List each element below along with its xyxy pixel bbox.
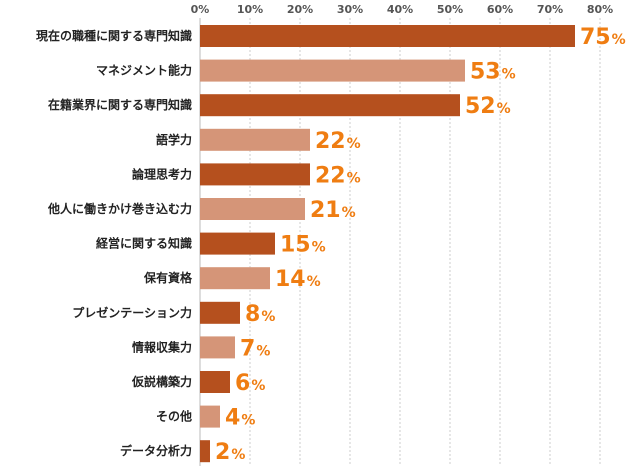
data-label-unit: % bbox=[261, 309, 275, 325]
data-label: 14% bbox=[275, 267, 321, 292]
data-label-value: 52 bbox=[465, 94, 496, 119]
bar bbox=[200, 25, 575, 47]
bar bbox=[200, 440, 210, 463]
category-label: その他 bbox=[156, 409, 192, 424]
x-axis-ticks: 0% 10% 20% 30% 40% 50% 60% 70% 80% bbox=[191, 3, 614, 16]
data-label-unit: % bbox=[256, 343, 270, 359]
bar bbox=[200, 232, 275, 255]
data-label-value: 14 bbox=[275, 267, 306, 292]
bar bbox=[200, 336, 235, 359]
x-tick-label: 50% bbox=[437, 3, 463, 16]
category-labels: 現在の職種に関する専門知識マネジメント能力在籍業界に関する専門知識語学力論理思考… bbox=[36, 28, 193, 458]
category-label: マネジメント能力 bbox=[96, 63, 192, 78]
category-label: 他人に働きかけ巻き込む力 bbox=[47, 201, 192, 216]
bar bbox=[200, 94, 460, 117]
data-label-value: 75 bbox=[580, 25, 611, 50]
bar bbox=[200, 128, 310, 151]
x-tick-label: 60% bbox=[487, 3, 513, 16]
data-label-value: 8 bbox=[245, 302, 260, 327]
data-label: 8% bbox=[245, 302, 275, 327]
data-label-unit: % bbox=[347, 136, 361, 152]
category-label: 現在の職種に関する専門知識 bbox=[36, 28, 192, 43]
data-label-value: 4 bbox=[225, 406, 240, 431]
data-label-value: 22 bbox=[315, 163, 346, 188]
x-tick-label: 10% bbox=[237, 3, 263, 16]
value-labels: 75%53%52%22%22%21%15%14%8%7%6%4%2% bbox=[215, 25, 626, 465]
category-label: プレゼンテーション力 bbox=[72, 305, 192, 320]
data-label-value: 7 bbox=[240, 336, 255, 361]
data-label-value: 22 bbox=[315, 129, 346, 154]
data-label: 53% bbox=[470, 60, 516, 85]
data-label-unit: % bbox=[612, 32, 626, 48]
data-label: 21% bbox=[310, 198, 356, 223]
x-tick-label: 30% bbox=[337, 3, 363, 16]
bar bbox=[200, 267, 270, 290]
data-label-unit: % bbox=[502, 67, 516, 83]
data-label-unit: % bbox=[231, 447, 245, 463]
data-label-value: 15 bbox=[280, 233, 311, 258]
category-label: 論理思考力 bbox=[132, 166, 192, 181]
data-label: 6% bbox=[235, 371, 265, 396]
data-label-unit: % bbox=[251, 378, 265, 394]
bar bbox=[200, 301, 240, 324]
category-label: 語学力 bbox=[156, 132, 192, 147]
data-label-unit: % bbox=[307, 274, 321, 290]
x-tick-label: 80% bbox=[587, 3, 613, 16]
bars bbox=[200, 25, 575, 463]
category-label: 保有資格 bbox=[143, 270, 193, 285]
data-label: 2% bbox=[215, 440, 245, 465]
bar bbox=[200, 405, 220, 428]
category-label: 在籍業界に関する専門知識 bbox=[48, 97, 192, 112]
data-label: 22% bbox=[315, 163, 361, 188]
data-label: 15% bbox=[280, 233, 326, 258]
data-label: 7% bbox=[240, 336, 270, 361]
data-label-value: 21 bbox=[310, 198, 341, 223]
data-label-unit: % bbox=[342, 205, 356, 221]
x-tick-label: 40% bbox=[387, 3, 413, 16]
bar bbox=[200, 198, 305, 220]
data-label-value: 53 bbox=[470, 60, 501, 85]
data-label: 75% bbox=[580, 25, 626, 50]
data-label-value: 6 bbox=[235, 371, 250, 396]
data-label: 4% bbox=[225, 406, 255, 431]
bar bbox=[200, 371, 230, 393]
data-label: 22% bbox=[315, 129, 361, 154]
data-label: 52% bbox=[465, 94, 511, 119]
category-label: 経営に関する知識 bbox=[96, 236, 192, 251]
data-label-unit: % bbox=[347, 170, 361, 186]
data-label-unit: % bbox=[241, 413, 255, 429]
data-label-value: 2 bbox=[215, 440, 230, 465]
category-label: 情報収集力 bbox=[132, 339, 192, 354]
bar bbox=[200, 59, 465, 82]
data-label-unit: % bbox=[312, 240, 326, 256]
x-tick-label: 70% bbox=[537, 3, 563, 16]
category-label: 仮説構築力 bbox=[131, 374, 192, 389]
category-label: データ分析力 bbox=[120, 443, 192, 458]
x-tick-label: 0% bbox=[191, 3, 210, 16]
data-label-unit: % bbox=[497, 101, 511, 117]
x-tick-label: 20% bbox=[287, 3, 313, 16]
bar bbox=[200, 163, 310, 186]
